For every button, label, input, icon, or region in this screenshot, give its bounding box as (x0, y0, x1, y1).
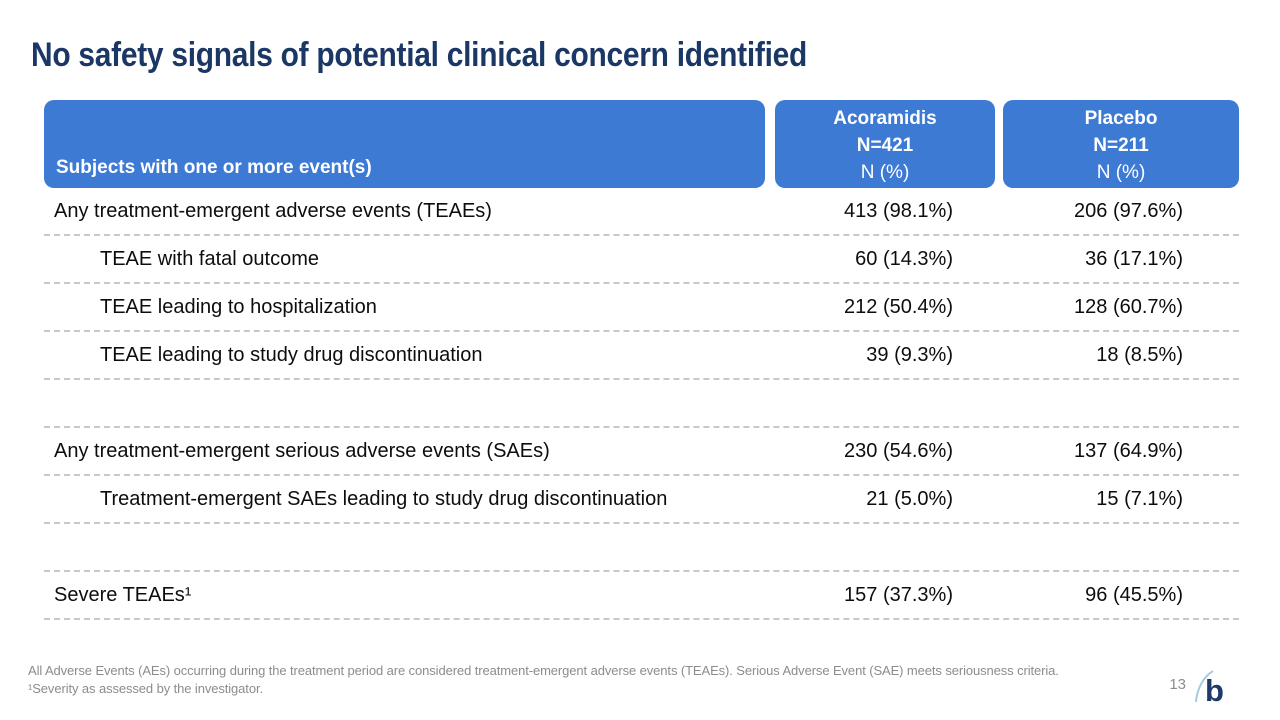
placebo-value: 18 (8.5%) (1096, 343, 1183, 366)
logo-swoosh-icon: b (1195, 670, 1224, 708)
column-sample-size: N=421 (856, 135, 914, 156)
row-label: Any treatment-emergent adverse events (T… (54, 199, 492, 222)
table-row: TEAE with fatal outcome 60 (14.3%) 36 (1… (44, 236, 1239, 284)
placebo-value: 36 (17.1%) (1085, 247, 1183, 270)
footnote-line-2: ¹Severity as assessed by the investigato… (28, 681, 263, 696)
logo-letter: b (1205, 673, 1224, 708)
column-sample-size: N=211 (1093, 135, 1149, 156)
acoramidis-value: 39 (9.3%) (866, 343, 953, 366)
row-label: TEAE leading to hospitalization (100, 295, 377, 318)
placebo-value: 137 (64.9%) (1074, 439, 1183, 462)
table-row: Treatment-emergent SAEs leading to study… (44, 476, 1239, 524)
column-name: Placebo (1084, 108, 1158, 129)
table-body: Any treatment-emergent adverse events (T… (44, 188, 1239, 620)
table-row: Any treatment-emergent serious adverse e… (44, 428, 1239, 476)
row-label: Any treatment-emergent serious adverse e… (54, 439, 550, 462)
column-unit: N (%) (1096, 162, 1146, 183)
table-header: Subjects with one or more event(s) Acora… (44, 100, 1239, 188)
table-row: TEAE leading to hospitalization 212 (50.… (44, 284, 1239, 332)
acoramidis-value: 21 (5.0%) (866, 487, 953, 510)
table-spacer-row (44, 524, 1239, 572)
placebo-value: 15 (7.1%) (1096, 487, 1183, 510)
row-label: TEAE leading to study drug discontinuati… (100, 343, 483, 366)
column-name: Acoramidis (833, 108, 937, 129)
acoramidis-value: 157 (37.3%) (844, 583, 953, 606)
row-label: TEAE with fatal outcome (100, 247, 319, 270)
row-header-cell: Subjects with one or more event(s) (44, 100, 765, 188)
table-row: Any treatment-emergent adverse events (T… (44, 188, 1239, 236)
acoramidis-value: 230 (54.6%) (844, 439, 953, 462)
placebo-value: 128 (60.7%) (1074, 295, 1183, 318)
column-unit: N (%) (860, 162, 910, 183)
placebo-value: 96 (45.5%) (1085, 583, 1183, 606)
row-label: Treatment-emergent SAEs leading to study… (100, 487, 668, 510)
table-spacer-row (44, 380, 1239, 428)
page-title: No safety signals of potential clinical … (31, 36, 808, 74)
row-header-label: Subjects with one or more event(s) (56, 157, 372, 178)
acoramidis-value: 212 (50.4%) (844, 295, 953, 318)
acoramidis-value: 60 (14.3%) (855, 247, 953, 270)
placebo-value: 206 (97.6%) (1074, 199, 1183, 222)
table-row: Severe TEAEs¹ 157 (37.3%) 96 (45.5%) (44, 572, 1239, 620)
column-header-acoramidis: Acoramidis N=421 N (%) (775, 100, 995, 188)
footnote: All Adverse Events (AEs) occurring durin… (28, 662, 1148, 698)
acoramidis-value: 413 (98.1%) (844, 199, 953, 222)
safety-events-table: Subjects with one or more event(s) Acora… (44, 100, 1239, 620)
column-header-placebo: Placebo N=211 N (%) (1003, 100, 1239, 188)
table-row: TEAE leading to study drug discontinuati… (44, 332, 1239, 380)
page-number: 13 (1169, 676, 1186, 693)
company-logo: b (1192, 666, 1236, 710)
footnote-line-1: All Adverse Events (AEs) occurring durin… (28, 663, 1059, 678)
row-label: Severe TEAEs¹ (54, 583, 192, 606)
